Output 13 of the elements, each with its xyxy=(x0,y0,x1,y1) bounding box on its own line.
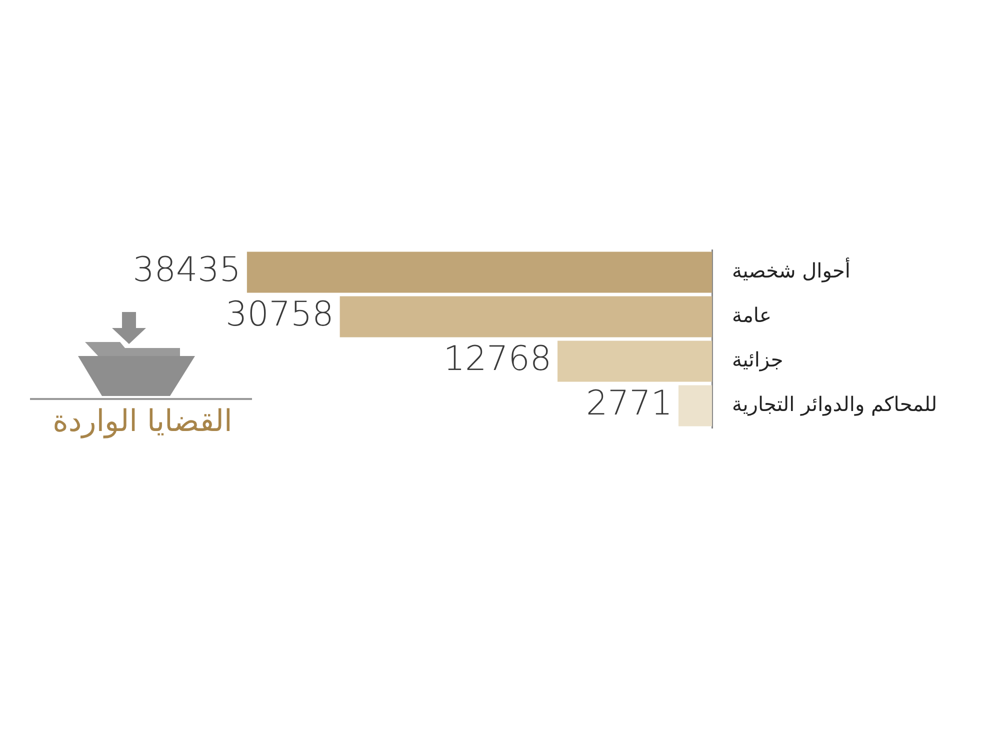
data-label: 30758 xyxy=(226,294,334,335)
data-label: 12768 xyxy=(443,339,552,380)
data-label: 2771 xyxy=(586,384,672,424)
data-label: 38435 xyxy=(132,250,241,290)
bar xyxy=(558,340,712,382)
bar xyxy=(340,296,712,338)
y-tick-label: للمحاكم والدوائر التجارية xyxy=(732,392,938,416)
y-tick-label: أحوال شخصية xyxy=(732,257,850,282)
bar xyxy=(246,252,712,293)
bar xyxy=(678,385,712,426)
y-tick-label: جزائية xyxy=(732,347,784,372)
text: القضايا الواردة xyxy=(52,404,234,439)
y-tick-label: عامة xyxy=(732,302,772,327)
